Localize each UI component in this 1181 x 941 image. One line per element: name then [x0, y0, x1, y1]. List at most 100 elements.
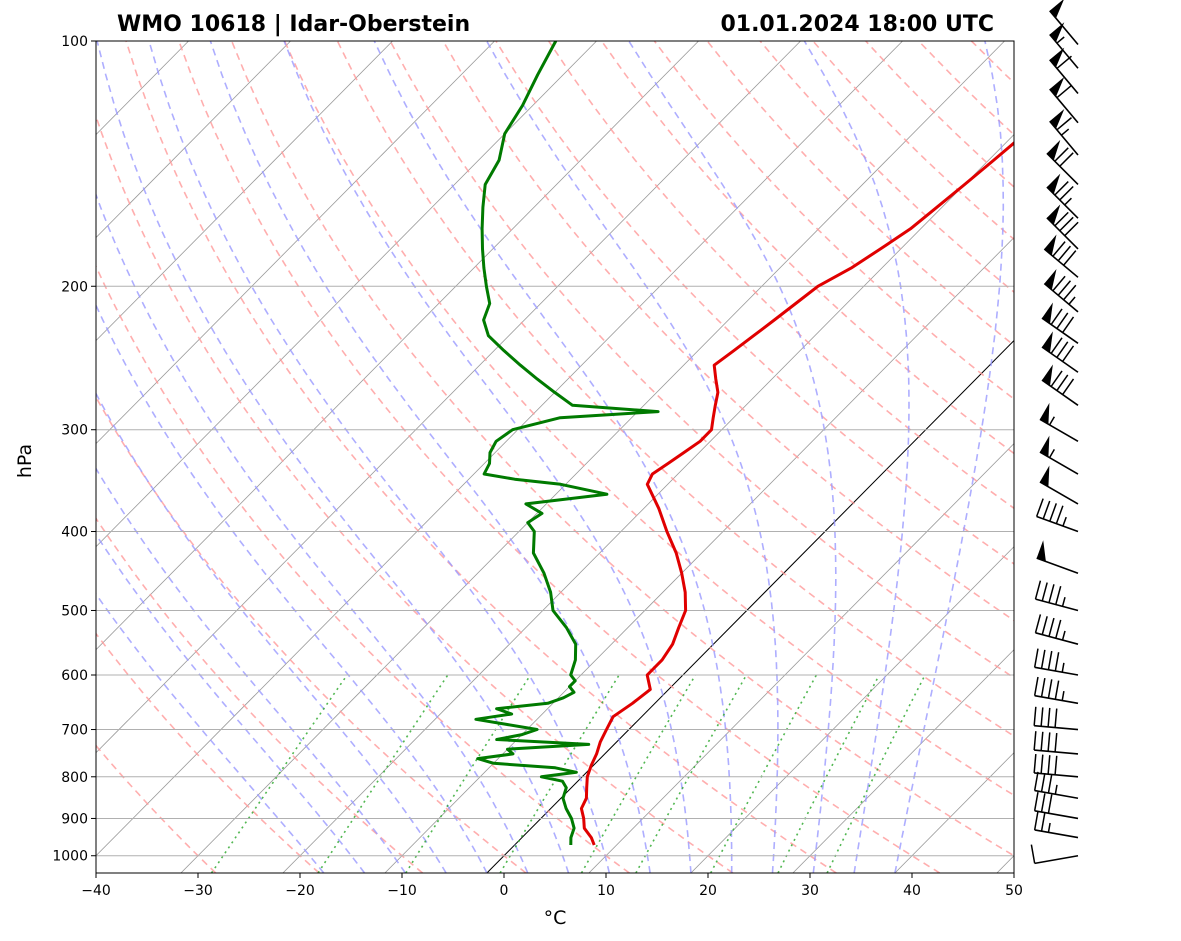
wind-barb-full	[1048, 584, 1055, 603]
wind-barb-full	[1056, 84, 1072, 99]
wind-barb-half	[1048, 449, 1055, 458]
wind-barb-half	[1054, 784, 1058, 795]
wind-barb	[1030, 844, 1079, 865]
wind-barb-half	[1068, 296, 1076, 305]
y-tick-label: 400	[61, 525, 88, 541]
dry-adiabat-line	[96, 516, 424, 873]
wind-barb-flag	[1049, 0, 1064, 19]
wind-barb	[1046, 139, 1079, 186]
wind-barb	[1043, 269, 1079, 313]
mixing-ratio-line	[210, 674, 348, 873]
dry-adiabat-line	[96, 264, 630, 873]
mixing-ratio-line	[317, 674, 449, 873]
isotherm-line	[792, 649, 1014, 873]
wind-barb-half	[1061, 630, 1066, 641]
wind-barb-flag	[1042, 302, 1053, 324]
wind-barb-full	[1054, 652, 1060, 672]
wind-barb	[1041, 302, 1079, 344]
plot-frame	[95, 40, 1015, 874]
moist-adiabat-line	[283, 41, 692, 873]
wind-barb-full	[1033, 771, 1039, 791]
wind-barb-full	[1033, 706, 1037, 726]
wind-barb	[1033, 731, 1079, 755]
wind-barb-full	[1040, 649, 1046, 669]
wind-barb-full	[1050, 308, 1063, 325]
moist-adiabat-line	[96, 41, 570, 873]
wind-barb	[1039, 402, 1079, 443]
x-tick-label: −30	[183, 883, 213, 899]
wind-barb-full	[1061, 378, 1075, 395]
moist-adiabat-line	[894, 41, 1005, 873]
wind-barb	[1041, 364, 1079, 406]
dewpoint-profile-line	[474, 41, 660, 846]
wind-barb-full	[1059, 152, 1074, 167]
wind-barb-full	[1040, 731, 1044, 751]
wind-barb-full	[1040, 754, 1044, 774]
moist-adiabat-line	[209, 41, 651, 873]
title-station: WMO 10618 | Idar-Oberstein	[117, 12, 470, 37]
mixing-ratio-line	[635, 674, 748, 873]
wind-barb	[1033, 648, 1079, 676]
x-tick-label: 50	[1005, 883, 1023, 899]
dry-adiabat-line	[178, 41, 941, 873]
wind-barb-full	[1064, 221, 1079, 237]
y-tick-label: 300	[61, 423, 88, 439]
y-axis-ticks: 100 200 300 400 500 600 700 800 900 1000	[52, 34, 96, 865]
dry-adiabat-line	[970, 41, 1014, 84]
wind-barb-shaft	[1041, 379, 1079, 406]
dry-adiabat-line	[389, 41, 1014, 679]
wind-barb-half	[1061, 596, 1066, 607]
wind-barb-shaft	[1034, 749, 1079, 755]
wind-barb-flag	[1042, 331, 1053, 353]
wind-barb-flag	[1049, 109, 1065, 129]
isotherm-line	[690, 546, 1014, 873]
wind-barb-full	[1040, 707, 1044, 727]
wind-barb-full	[1035, 498, 1044, 517]
wind-barb-shaft	[1034, 789, 1079, 800]
x-tick-label: 10	[597, 883, 615, 899]
wind-barb-full	[1055, 619, 1062, 639]
wind-barb	[1033, 706, 1079, 731]
x-tick-label: 30	[801, 883, 819, 899]
wind-barb-half	[1064, 197, 1072, 206]
wind-barb-shaft	[1034, 772, 1079, 778]
mixing-ratio-line	[709, 674, 818, 873]
wind-barb	[1035, 498, 1079, 533]
wind-barb	[1033, 753, 1079, 778]
moist-adiabat-line	[96, 192, 529, 873]
wind-barb-shaft	[1034, 829, 1079, 839]
moist-adiabat-line	[96, 392, 447, 873]
dry-adiabat-line	[96, 395, 527, 873]
dry-adiabat-line	[653, 41, 1014, 401]
wind-barb-full	[1040, 793, 1046, 813]
wind-barb-shaft	[1039, 418, 1079, 443]
moist-adiabat-line	[96, 592, 325, 873]
wind-barb-full	[1054, 211, 1069, 227]
wind-barb-shaft	[1039, 481, 1079, 505]
profiles	[474, 41, 1014, 846]
wind-barb-shaft	[1039, 451, 1079, 475]
wind-barb-full	[1054, 680, 1060, 700]
wind-barb	[1049, 76, 1079, 124]
wind-barb-flag	[1042, 364, 1053, 386]
y-tick-label: 600	[61, 668, 88, 684]
temperature-profile-line	[579, 141, 1014, 846]
wind-barb-half	[1061, 691, 1065, 701]
wind-barb-half	[1047, 822, 1051, 833]
wind-barb-flag	[1046, 173, 1061, 194]
wind-barb-full	[1030, 844, 1036, 864]
isotherm-line	[96, 41, 699, 651]
dry-adiabat-line	[125, 41, 837, 873]
wind-barb-full	[1054, 708, 1058, 728]
wind-barb-full	[1059, 185, 1074, 201]
wind-barb-full	[1034, 614, 1042, 634]
wind-barb-full	[1033, 731, 1037, 751]
wind-barb	[1043, 234, 1079, 278]
wind-barb	[1033, 676, 1079, 705]
wind-barb-full	[1034, 580, 1042, 600]
zero-isotherm-line	[486, 339, 1014, 873]
isotherm-line	[96, 41, 801, 754]
wind-barb-flag	[1046, 139, 1061, 161]
wind-barb-full	[1054, 147, 1069, 162]
